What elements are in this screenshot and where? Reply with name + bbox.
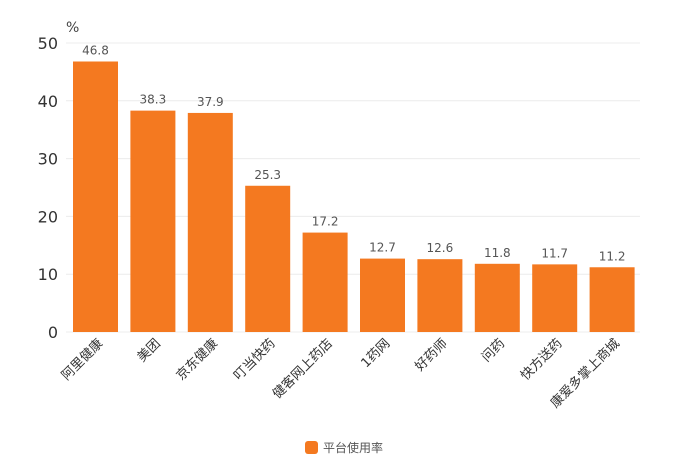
x-tick-label: 阿里健康 bbox=[58, 336, 106, 384]
x-tick-label: 1药网 bbox=[358, 336, 393, 371]
bar[interactable] bbox=[73, 61, 118, 332]
bar-value-label: 17.2 bbox=[312, 215, 339, 229]
bar-value-label: 38.3 bbox=[140, 93, 167, 107]
bar[interactable] bbox=[245, 185, 291, 332]
x-tick-label: 问药 bbox=[479, 336, 508, 365]
bar-value-label: 12.6 bbox=[427, 241, 454, 255]
y-tick-label: 10 bbox=[38, 265, 58, 284]
x-tick-label: 好药师 bbox=[413, 336, 451, 374]
y-tick-label: 20 bbox=[38, 207, 58, 226]
bars: 46.8 38.3 37.9 25.3 17.2 12.7 12.6 11.8 11.7 11.2 bbox=[73, 43, 635, 332]
bar-value-label: 12.7 bbox=[369, 241, 396, 255]
y-tick-label: 0 bbox=[48, 323, 58, 342]
bar-value-label: 11.2 bbox=[599, 249, 626, 263]
bar-value-label: 46.8 bbox=[82, 43, 109, 57]
x-tick-label: 京东健康 bbox=[173, 336, 221, 384]
x-tick-label: 美团 bbox=[135, 336, 164, 365]
y-tick-label: 30 bbox=[38, 150, 58, 169]
bar-value-label: 11.8 bbox=[484, 246, 511, 260]
legend-label: 平台使用率 bbox=[323, 441, 384, 455]
x-tick-label: 叮当快药 bbox=[231, 336, 278, 383]
bar[interactable] bbox=[532, 264, 578, 332]
bar[interactable] bbox=[417, 259, 463, 332]
x-tick-label: 健客网上药店 bbox=[269, 336, 335, 402]
y-tick-label: 50 bbox=[38, 34, 58, 53]
bar[interactable] bbox=[474, 263, 520, 332]
bar[interactable] bbox=[187, 112, 233, 332]
bar[interactable] bbox=[130, 110, 176, 332]
bar-value-label: 25.3 bbox=[254, 168, 281, 182]
legend-swatch-icon bbox=[305, 441, 318, 454]
bar[interactable] bbox=[302, 232, 348, 332]
y-axis: 0 10 20 30 40 50 bbox=[38, 34, 58, 342]
y-axis-unit-label: % bbox=[66, 20, 79, 36]
bar[interactable] bbox=[589, 267, 635, 332]
legend[interactable]: 平台使用率 bbox=[305, 439, 383, 456]
x-tick-label: 快方送药 bbox=[517, 336, 565, 384]
bar-value-label: 11.7 bbox=[541, 246, 568, 260]
bar[interactable] bbox=[360, 258, 405, 332]
bar-value-label: 37.9 bbox=[197, 95, 224, 109]
y-tick-label: 40 bbox=[38, 92, 58, 111]
